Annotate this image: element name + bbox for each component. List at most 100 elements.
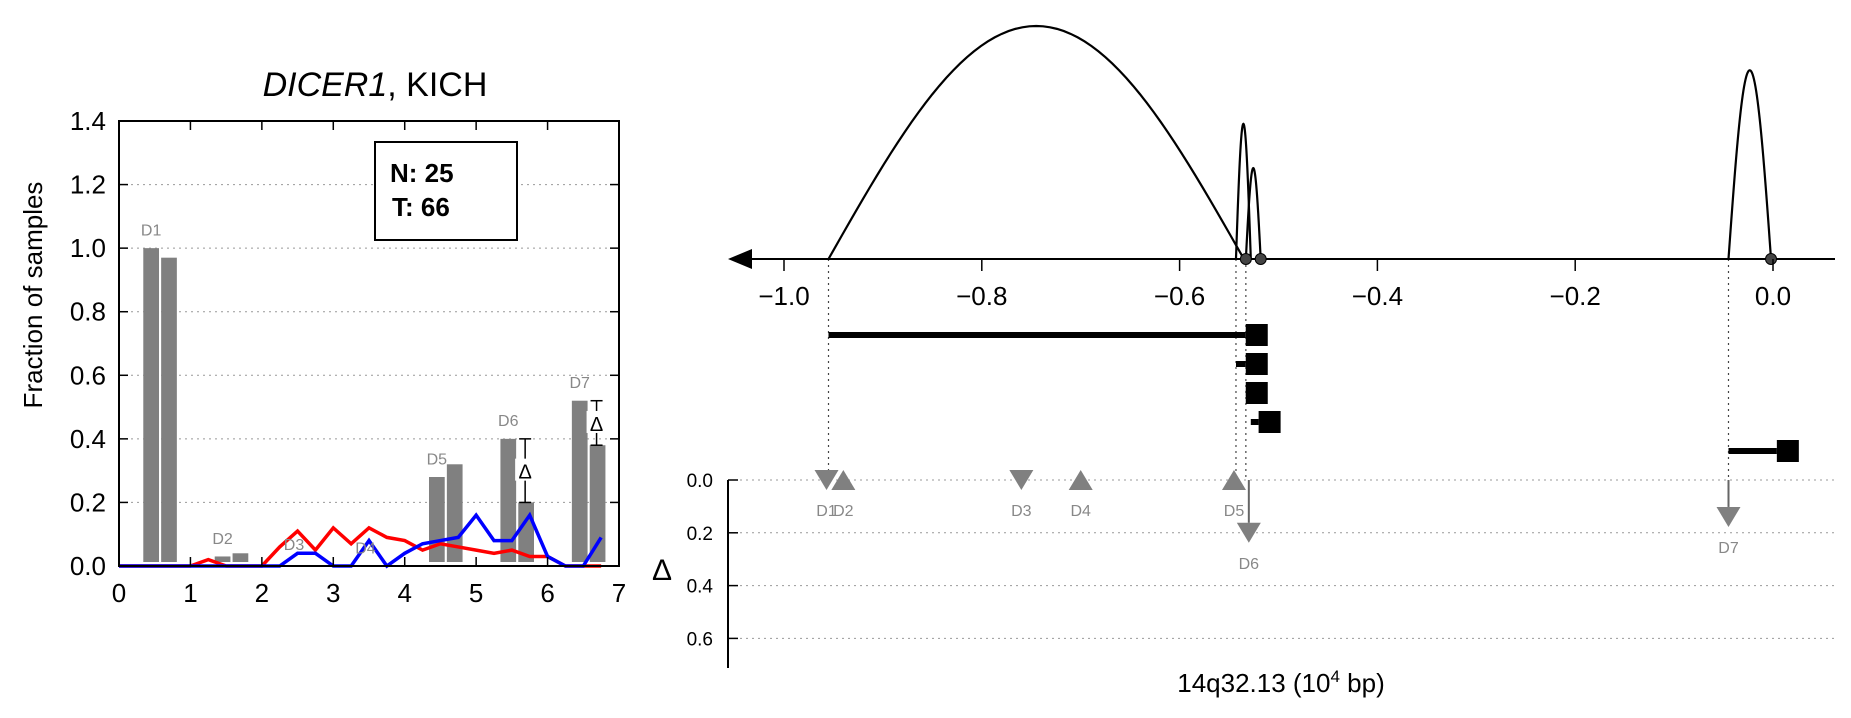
delta-gridlines — [728, 479, 1835, 639]
legend-normal-count: N: 25 — [390, 158, 454, 188]
splice-arc — [1244, 166, 1262, 260]
bar — [161, 257, 177, 562]
genome-tick-label: −1.0 — [758, 281, 809, 311]
arc-nodes — [1239, 253, 1778, 265]
strand-arrow-icon — [728, 249, 752, 269]
y-tick-label: 0.8 — [70, 297, 106, 327]
locus-label-sup: 4 — [1330, 667, 1339, 686]
delta-label-bg — [515, 458, 536, 481]
triangle-up-icon — [1221, 470, 1246, 490]
genome-tick-label: −0.8 — [956, 281, 1007, 311]
plot-frame — [118, 120, 620, 567]
group-labels: D1 D2 D3 D4 D5 D6 D7 — [141, 222, 590, 557]
x-tick-label: 2 — [255, 578, 269, 608]
y-tick-label: 0.2 — [70, 487, 106, 517]
delta-axis-label: Δ — [652, 554, 672, 587]
chart-title: DICER1, KICH — [263, 66, 488, 104]
genome-tick-label: −0.4 — [1352, 281, 1403, 311]
group-label: D6 — [498, 413, 519, 430]
segment-block — [1245, 382, 1268, 404]
segment-block — [1776, 440, 1799, 462]
y-tick-label: 0.0 — [70, 551, 106, 581]
delta-tick-label: 0.2 — [687, 524, 713, 545]
event-label: D4 — [1070, 503, 1091, 520]
group-label: D4 — [355, 540, 376, 557]
segment-block — [1245, 353, 1268, 375]
x-tick-label: 7 — [612, 578, 626, 608]
x-tick-label: 0 — [112, 578, 126, 608]
bar — [500, 438, 517, 562]
genome-tick-label: −0.2 — [1550, 281, 1601, 311]
event-label: D1 — [816, 503, 837, 520]
genome-ticks: −1.0 −0.8 −0.6 −0.4 −0.2 0.0 — [758, 259, 1791, 311]
segment-block — [1258, 411, 1281, 433]
triangle-down-icon — [1009, 470, 1034, 490]
chart-title-gene: DICER1 — [263, 66, 388, 104]
locus-axis-label: 14q32.13 (104 bp) — [1177, 667, 1385, 698]
bars — [143, 248, 606, 562]
delta-symbol: Δ — [590, 414, 603, 436]
group-label: D3 — [284, 537, 305, 554]
genome-tick-label: −0.6 — [1154, 281, 1205, 311]
dotted-guides — [827, 259, 1730, 480]
group-label: D5 — [427, 451, 448, 468]
y-tick-label: 0.6 — [70, 360, 106, 390]
event-label: D5 — [1224, 503, 1245, 520]
y-tick-label: 1.4 — [70, 106, 106, 136]
segment-block — [1245, 324, 1268, 346]
x-tick-label: 4 — [397, 578, 411, 608]
locus-diagram-panel: −1.0 −0.8 −0.6 −0.4 −0.2 0.0 0.0 0.2 0.4 0.6 Δ D… — [652, 24, 1835, 698]
event-label: D7 — [1718, 540, 1739, 557]
splice-arc — [1234, 122, 1252, 260]
bar — [143, 248, 159, 562]
triangle-up-icon — [831, 470, 856, 490]
splice-arc — [827, 24, 1245, 260]
triangle-down-icon — [814, 470, 839, 490]
chart-title-rest: , KICH — [387, 66, 487, 104]
axis-ticks: 0 1 2 3 4 5 6 7 0.0 0.2 0.4 0.6 0.8 1.0 1.2 1.4 — [70, 106, 626, 608]
group-label: D2 — [212, 531, 233, 548]
triangle-up-icon — [1068, 470, 1093, 490]
arc-node — [1254, 253, 1267, 265]
x-tick-label: 1 — [183, 578, 197, 608]
transcript-segments — [828, 324, 1799, 462]
legend-box: N: 25 T: 66 — [374, 141, 518, 241]
group-label: D7 — [569, 375, 590, 392]
delta-ticks: 0.0 0.2 0.4 0.6 — [687, 471, 738, 650]
delta-symbol: Δ — [518, 462, 531, 484]
triangle-down-icon — [1716, 506, 1741, 527]
bar — [232, 553, 249, 562]
y-axis-label: Fraction of samples — [18, 182, 48, 409]
genome-tick-label: 0.0 — [1755, 281, 1791, 311]
triangle-down-icon — [1236, 522, 1261, 543]
y-tick-label: 1.0 — [70, 233, 106, 263]
group-label: D1 — [141, 222, 162, 239]
bar — [429, 477, 445, 562]
delta-label-bg — [586, 410, 607, 433]
event-label: D3 — [1011, 503, 1032, 520]
arc-node — [1765, 253, 1778, 265]
series-line — [119, 511, 603, 569]
x-tick-label: 6 — [540, 578, 554, 608]
y-tick-label: 1.2 — [70, 170, 106, 200]
bar — [571, 400, 588, 562]
delta-tick-label: 0.4 — [687, 577, 714, 598]
gridlines — [119, 184, 619, 503]
legend-tumor-count: T: 66 — [392, 192, 450, 222]
delta-annotations: ΔΔ — [515, 399, 607, 504]
splice-arcs — [827, 24, 1773, 260]
delta-tick-label: 0.0 — [687, 471, 713, 492]
splice-arc — [1727, 69, 1773, 260]
legend-frame — [374, 141, 518, 241]
arc-node — [1239, 253, 1252, 265]
y-tick-label: 0.4 — [70, 424, 106, 454]
bar — [589, 445, 606, 562]
locus-label-tail: bp) — [1340, 668, 1385, 698]
event-label: D2 — [833, 503, 854, 520]
locus-label-main: 14q32.13 (10 — [1177, 668, 1330, 698]
x-tick-label: 5 — [469, 578, 483, 608]
x-tick-label: 3 — [326, 578, 340, 608]
